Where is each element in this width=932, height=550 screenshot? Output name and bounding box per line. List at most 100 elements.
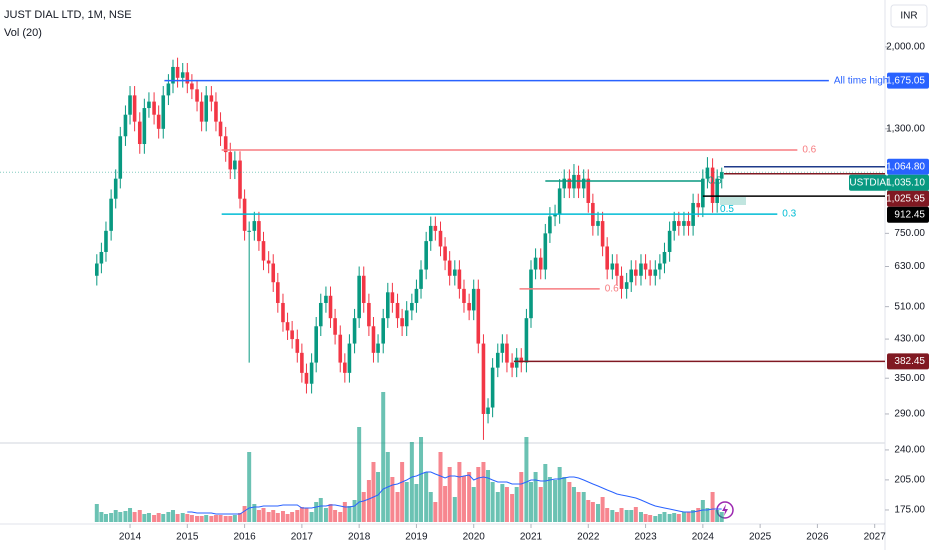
candle-body <box>132 95 137 122</box>
volume-bar <box>619 508 624 522</box>
y-tick-label: 510.00 <box>894 301 925 312</box>
volume-bar <box>672 513 677 522</box>
volume-bar <box>256 510 261 522</box>
volume-bar <box>280 511 285 522</box>
candle-body <box>347 343 352 373</box>
volume-bar <box>146 513 151 522</box>
volume-bar <box>218 515 223 522</box>
volume-bar <box>333 510 338 522</box>
candle-body <box>214 101 218 122</box>
price-label: 1,035.10 <box>886 177 925 188</box>
candle-body <box>510 362 514 368</box>
volume-bar <box>209 516 214 522</box>
volume-bar <box>586 500 591 522</box>
candle-body <box>424 241 428 270</box>
volume-bar <box>533 472 538 522</box>
volume-bar <box>266 512 271 522</box>
volume-bar <box>400 462 405 522</box>
candle-body <box>381 318 386 344</box>
candle-body <box>467 302 471 311</box>
candle-body <box>104 230 108 252</box>
candle-body <box>410 302 414 311</box>
candle-body <box>562 178 567 189</box>
x-tick-label: 2016 <box>233 532 256 543</box>
volume-bar <box>180 513 185 522</box>
candle-body <box>343 362 347 373</box>
volume-bar <box>338 512 343 522</box>
y-tick-label: 290.00 <box>894 409 925 420</box>
candle-body <box>453 269 457 276</box>
volume-bar <box>471 487 476 522</box>
candle-body <box>166 83 171 96</box>
volume-bar <box>553 480 558 522</box>
price-label-box <box>887 353 929 370</box>
candle-body <box>500 343 505 353</box>
candle-body <box>304 372 309 384</box>
candle-body <box>223 136 228 153</box>
currency-button[interactable] <box>890 4 928 28</box>
volume-bar <box>232 515 237 522</box>
price-label-box <box>887 158 929 175</box>
candle-body <box>662 251 667 264</box>
candle-body <box>314 326 318 363</box>
volume-bar <box>309 512 314 522</box>
candle-body <box>596 221 600 226</box>
x-tick-label: 2018 <box>348 532 371 543</box>
candle-body <box>615 263 619 276</box>
candle-body <box>629 269 634 283</box>
volume-bar <box>137 510 142 522</box>
volume-bar <box>686 512 691 522</box>
candle-body <box>209 95 214 102</box>
candle-body <box>376 343 380 353</box>
symbol-box <box>849 174 887 191</box>
price-label-box <box>887 206 929 223</box>
candle-body <box>624 282 629 289</box>
candle-body <box>276 282 280 303</box>
candle-body <box>118 136 123 179</box>
annotation: 0.5 <box>720 204 734 215</box>
candle-body <box>524 318 529 363</box>
price-label: 1,675.05 <box>886 75 925 86</box>
volume-bar <box>614 512 619 522</box>
volume-bar <box>390 477 395 522</box>
candle-body <box>252 221 257 231</box>
price-label-box <box>887 72 929 89</box>
candle-body <box>658 263 662 270</box>
candle-body <box>586 178 591 203</box>
volume-bar <box>600 497 605 522</box>
volume-bar <box>409 442 414 522</box>
volume-bars <box>94 392 724 522</box>
price-label-box <box>887 190 929 207</box>
level-label: 0.3 <box>782 209 796 220</box>
volume-bar <box>457 462 462 522</box>
volume-bar <box>467 472 472 522</box>
candle-body <box>190 83 194 90</box>
volume-bar <box>571 487 576 522</box>
volume-bar <box>700 500 705 522</box>
candle-body <box>395 302 400 319</box>
volume-bar <box>94 504 99 522</box>
y-tick-label: 1,300.00 <box>886 123 925 134</box>
candle-body <box>137 121 142 145</box>
volume-bar <box>295 510 300 522</box>
volume-bar <box>605 508 610 522</box>
volume-bar <box>328 504 333 522</box>
x-tick-label: 2026 <box>806 532 829 543</box>
volume-bar <box>638 512 643 522</box>
candle-body <box>180 72 185 78</box>
candle-body <box>719 172 724 179</box>
volume-bar <box>213 515 218 522</box>
volume-bar <box>676 514 681 522</box>
candle-body <box>557 188 562 215</box>
volume-bar <box>667 514 672 522</box>
candle-body <box>228 152 233 170</box>
candle-body <box>261 241 266 261</box>
candle-body <box>271 263 276 283</box>
volume-bar <box>696 508 701 522</box>
candle-body <box>605 246 609 270</box>
volume-bar <box>590 502 595 522</box>
volume-bar <box>519 472 524 522</box>
volume-bar <box>128 508 133 522</box>
level-label: All time high BO <box>834 75 906 86</box>
